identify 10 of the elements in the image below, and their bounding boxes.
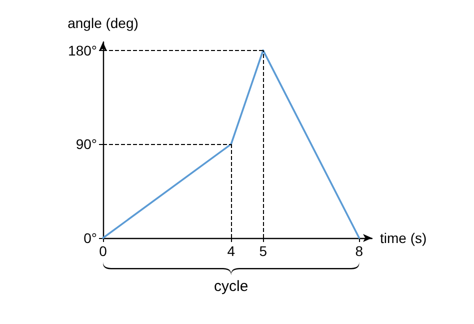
y-tick-label: 180° [68,42,97,58]
y-axis-title: angle (deg) [68,15,138,31]
x-tick-label: 5 [259,243,268,259]
x-tick-label: 4 [227,243,236,259]
x-tick-label: 0 [99,243,108,259]
y-tick-label: 90° [76,136,97,152]
x-axis-title: time (s) [380,230,427,246]
y-tick-label: 0° [84,230,97,246]
x-tick-label: 8 [355,243,364,259]
text: cycle [213,278,250,295]
